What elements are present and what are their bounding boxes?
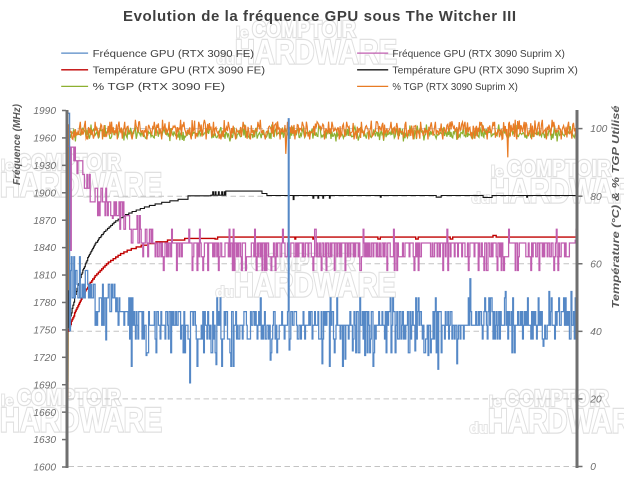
svg-text:1900: 1900: [33, 188, 56, 199]
svg-text:du: du: [470, 420, 488, 437]
svg-text:le: le: [1, 158, 14, 175]
svg-text:le: le: [1, 393, 14, 410]
svg-text:1930: 1930: [33, 161, 56, 172]
svg-text:HARDWARE: HARDWARE: [488, 403, 624, 441]
svg-text:1630: 1630: [33, 435, 56, 446]
svg-text:1960: 1960: [33, 134, 56, 145]
svg-text:le: le: [489, 394, 502, 411]
svg-text:le: le: [236, 25, 249, 42]
svg-text:HARDWARE: HARDWARE: [234, 267, 396, 305]
svg-text:20: 20: [589, 395, 602, 406]
svg-text:du: du: [216, 284, 234, 301]
svg-text:Fréquence (MHz): Fréquence (MHz): [11, 104, 23, 185]
svg-text:le: le: [491, 164, 504, 181]
svg-text:1810: 1810: [33, 271, 56, 282]
svg-text:HARDWARE: HARDWARE: [0, 402, 162, 440]
svg-text:1840: 1840: [33, 243, 56, 254]
svg-text:80: 80: [590, 192, 602, 203]
svg-text:HARDWARE: HARDWARE: [490, 173, 624, 211]
svg-text:1780: 1780: [33, 298, 56, 309]
svg-text:0: 0: [590, 462, 596, 473]
svg-text:Fréquence GPU (RTX 3090 Suprim: Fréquence GPU (RTX 3090 Suprim X): [392, 49, 565, 60]
svg-text:HARDWARE: HARDWARE: [0, 167, 162, 205]
svg-text:% TGP (RTX 3090 FE): % TGP (RTX 3090 FE): [93, 82, 226, 93]
svg-text:Température (°C) & % TGP Utili: Température (°C) & % TGP Utilisé: [610, 105, 622, 308]
svg-text:Température GPU (RTX 3090 Supr: Température GPU (RTX 3090 Suprim X): [392, 66, 578, 77]
svg-text:Température GPU (RTX 3090 FE): Température GPU (RTX 3090 FE): [93, 66, 266, 77]
svg-text:1600: 1600: [33, 463, 56, 474]
svg-text:1690: 1690: [33, 380, 56, 391]
svg-text:60: 60: [590, 259, 602, 270]
svg-text:1660: 1660: [33, 408, 56, 419]
svg-text:COMPTOIR: COMPTOIR: [507, 155, 611, 181]
svg-text:COMPTOIR: COMPTOIR: [17, 384, 121, 410]
svg-text:% TGP (RTX 3090 Suprim X): % TGP (RTX 3090 Suprim X): [392, 82, 518, 93]
svg-text:du: du: [217, 51, 235, 68]
svg-text:COMPTOIR: COMPTOIR: [505, 385, 609, 411]
svg-text:1870: 1870: [33, 216, 56, 227]
svg-text:1720: 1720: [33, 353, 56, 364]
svg-text:du: du: [472, 190, 490, 207]
svg-text:40: 40: [590, 327, 602, 338]
svg-text:1990: 1990: [33, 106, 56, 117]
svg-text:Fréquence GPU (RTX 3090 FE): Fréquence GPU (RTX 3090 FE): [93, 49, 254, 60]
svg-text:1750: 1750: [33, 326, 56, 337]
svg-text:COMPTOIR: COMPTOIR: [252, 16, 356, 42]
svg-text:Evolution de la fréquence GPU: Evolution de la fréquence GPU sous The W…: [123, 8, 516, 25]
svg-text:100: 100: [590, 124, 607, 135]
